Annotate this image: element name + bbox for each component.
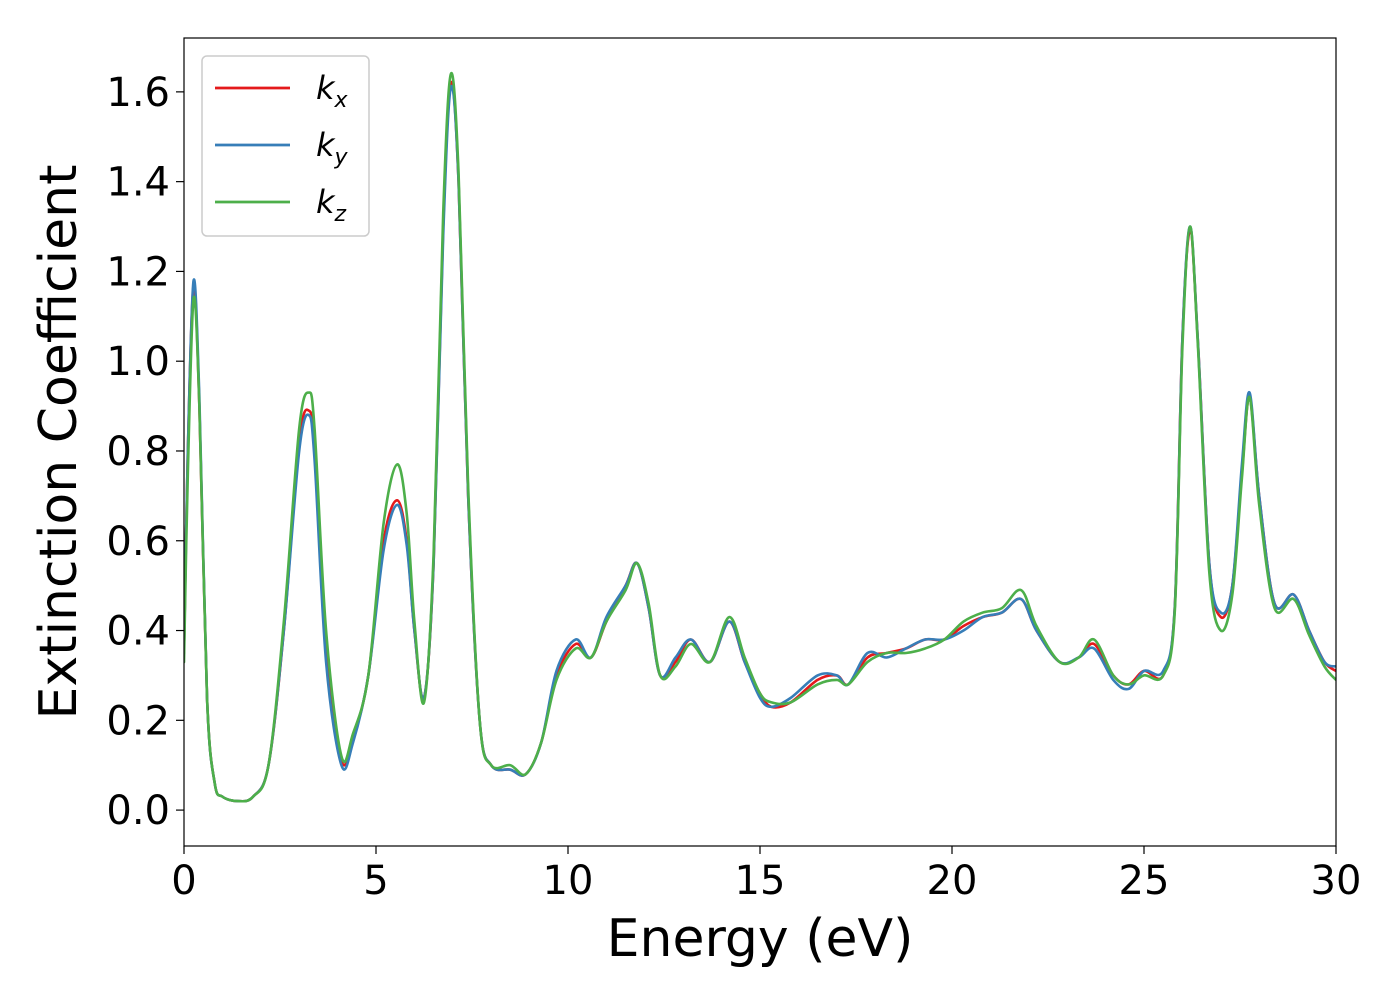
- y-tick-label: 0.2: [106, 698, 170, 744]
- x-tick-label: 5: [363, 858, 388, 904]
- x-axis-ticks: 0 5 10 15 20 25 30: [171, 846, 1361, 904]
- y-tick-label: 0.4: [106, 609, 170, 655]
- x-tick-label: 15: [735, 858, 786, 904]
- y-tick-label: 1.6: [106, 70, 170, 116]
- x-tick-label: 30: [1311, 858, 1362, 904]
- y-tick-label: 0.0: [106, 788, 170, 834]
- y-axis-ticks: 0.0 0.2 0.4 0.6 0.8 1.0 1.2 1.4 1.6: [106, 70, 184, 834]
- y-axis-label: Extinction Coefficient: [29, 165, 89, 720]
- x-tick-label: 20: [927, 858, 978, 904]
- y-tick-label: 1.2: [106, 249, 170, 295]
- x-tick-label: 10: [543, 858, 594, 904]
- y-tick-label: 0.6: [106, 519, 170, 565]
- y-tick-label: 0.8: [106, 429, 170, 475]
- y-tick-label: 1.0: [106, 339, 170, 385]
- series-line-z: [184, 71, 1336, 803]
- x-tick-label: 25: [1119, 858, 1170, 904]
- x-tick-label: 0: [171, 858, 196, 904]
- series-layer: [184, 71, 1336, 803]
- x-axis-label: Energy (eV): [607, 909, 914, 969]
- y-tick-label: 1.4: [106, 160, 170, 206]
